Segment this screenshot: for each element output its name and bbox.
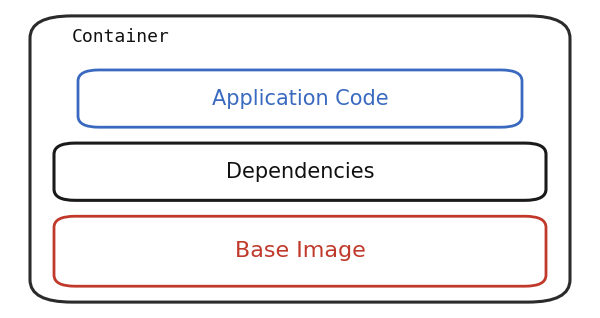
Text: Application Code: Application Code bbox=[212, 89, 388, 108]
FancyBboxPatch shape bbox=[54, 216, 546, 286]
Text: Dependencies: Dependencies bbox=[226, 162, 374, 182]
Text: Base Image: Base Image bbox=[235, 241, 365, 261]
FancyBboxPatch shape bbox=[78, 70, 522, 127]
Text: Container: Container bbox=[72, 28, 170, 45]
FancyBboxPatch shape bbox=[54, 143, 546, 200]
FancyBboxPatch shape bbox=[30, 16, 570, 302]
